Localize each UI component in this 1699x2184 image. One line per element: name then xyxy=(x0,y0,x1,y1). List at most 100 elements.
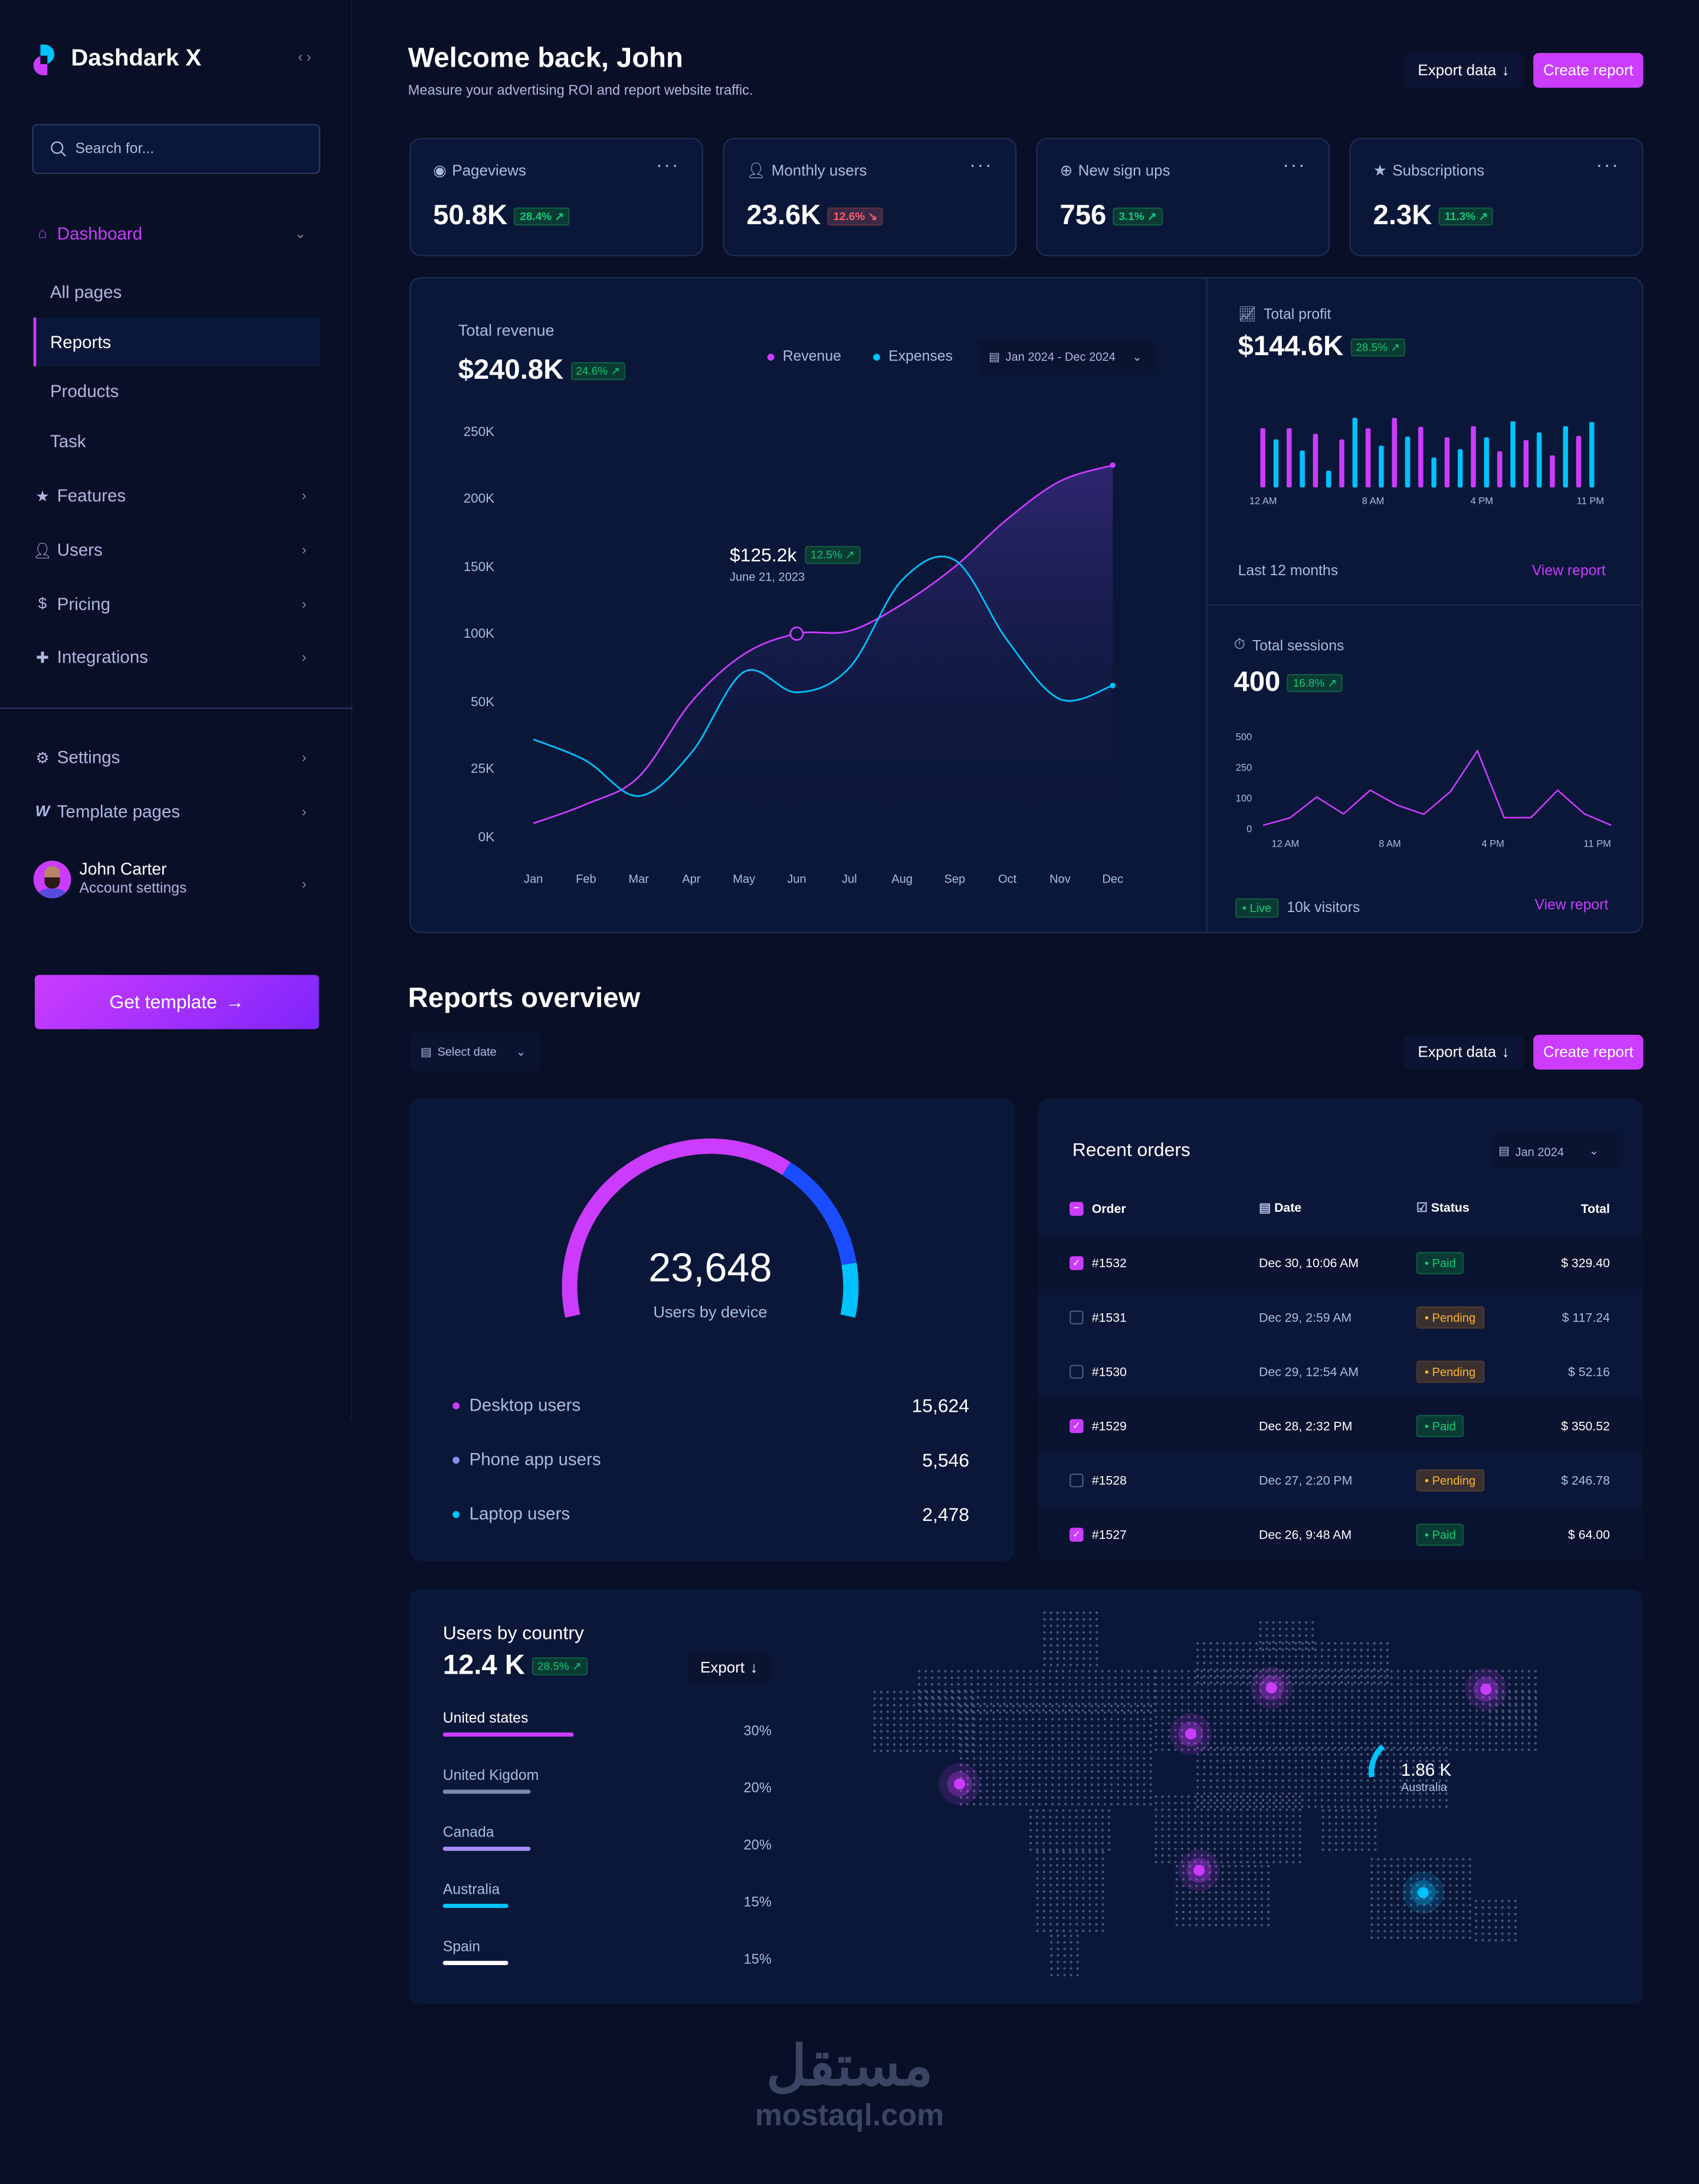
x-tick-label: 11 PM xyxy=(1583,838,1611,849)
map-dot xyxy=(1392,1766,1396,1769)
map-dot xyxy=(1442,1703,1445,1706)
map-dot xyxy=(1462,1722,1465,1725)
reports-create-button[interactable]: Create report xyxy=(1533,1034,1644,1070)
map-dot xyxy=(1248,1772,1252,1776)
sidebar-item-products[interactable]: Products xyxy=(34,366,320,415)
map-dot xyxy=(924,1696,927,1699)
map-dot xyxy=(1267,1897,1270,1900)
sidebar-item-integrations[interactable]: ✚ Integrations › xyxy=(34,634,320,681)
select-date-dropdown[interactable]: ▤ Select date ⌄ xyxy=(409,1032,540,1071)
sidebar-item-reports[interactable]: Reports xyxy=(33,317,320,366)
map-dot xyxy=(1327,1805,1330,1808)
get-template-button[interactable]: Get template → xyxy=(35,975,319,1029)
x-tick-label: 12 AM xyxy=(1249,496,1277,507)
search-input[interactable]: Search for... xyxy=(32,124,320,175)
profit-view-report-link[interactable]: View report xyxy=(1531,562,1606,580)
map-dot xyxy=(1003,1670,1006,1673)
map-dot xyxy=(1202,1897,1205,1900)
sidebar-item-users[interactable]: 👤︎ Users › xyxy=(33,526,320,573)
row-checkbox[interactable] xyxy=(1069,1473,1084,1487)
map-dot xyxy=(1337,1735,1341,1738)
map-dot xyxy=(1353,1746,1356,1749)
sessions-view-report-link[interactable]: View report xyxy=(1534,897,1609,914)
sidebar-item-template-pages[interactable]: W Template pages › xyxy=(34,788,320,835)
map-dot xyxy=(1268,1674,1271,1678)
row-checkbox[interactable] xyxy=(1069,1310,1084,1324)
more-options-icon[interactable]: ··· xyxy=(969,153,993,176)
map-dot xyxy=(957,1709,960,1712)
map-dot xyxy=(1213,1722,1216,1725)
map-dot xyxy=(1468,1890,1471,1894)
map-dot xyxy=(1239,1748,1242,1752)
map-dot xyxy=(1062,1916,1065,1919)
map-dot xyxy=(1130,1770,1133,1773)
more-options-icon[interactable]: ··· xyxy=(1283,153,1307,176)
countries-export-button[interactable]: Export ↓ xyxy=(688,1650,770,1685)
map-dot xyxy=(1259,1861,1262,1864)
user-profile[interactable]: John Carter Account settings › xyxy=(33,860,320,904)
map-dot xyxy=(1377,1917,1380,1920)
map-dot xyxy=(1154,1742,1157,1744)
chevron-right-icon: › xyxy=(301,596,307,612)
map-dot xyxy=(1003,1689,1006,1693)
map-dot xyxy=(1462,1877,1465,1880)
map-dot xyxy=(1206,1703,1210,1706)
map-dot xyxy=(966,1731,969,1734)
map-dot xyxy=(1180,1847,1183,1851)
y-tick-label: 50K xyxy=(471,694,494,709)
profit-bar xyxy=(1431,457,1436,488)
table-row[interactable]: ✓ #1527 Dec 26, 9:48 AM • Paid $ 64.00 xyxy=(1037,1507,1644,1562)
map-dot xyxy=(1174,1821,1177,1824)
table-row[interactable]: #1530 Dec 29, 12:54 AM • Pending $ 52.16 xyxy=(1037,1344,1644,1399)
sidebar-item-pricing[interactable]: $ Pricing › xyxy=(34,581,320,628)
table-row[interactable]: ✓ #1529 Dec 28, 2:32 PM • Paid $ 350.52 xyxy=(1037,1398,1644,1453)
table-row[interactable]: ✓ #1532 Dec 30, 10:06 AM • Paid $ 329.40 xyxy=(1037,1235,1644,1290)
row-checkbox[interactable]: ✓ xyxy=(1069,1418,1084,1432)
map-dot xyxy=(1252,1676,1255,1680)
row-checkbox[interactable] xyxy=(1069,1364,1084,1378)
map-dot xyxy=(999,1757,1002,1760)
map-dot xyxy=(1425,1786,1428,1789)
more-options-icon[interactable]: ··· xyxy=(655,153,680,176)
sidebar-item-dashboard[interactable]: ⌂ Dashboard ⌄ xyxy=(34,210,320,257)
sidebar-item-all-pages[interactable]: All pages xyxy=(34,267,320,316)
map-dot xyxy=(1056,1657,1059,1660)
export-data-button[interactable]: Export data ↓ xyxy=(1403,53,1524,88)
legend-label: Revenue xyxy=(782,348,841,365)
map-dot xyxy=(972,1776,976,1779)
sidebar-item-task[interactable]: Task xyxy=(34,417,320,465)
map-dot xyxy=(1370,1696,1373,1699)
sidebar-item-features[interactable]: ★ Features › xyxy=(34,472,320,519)
map-dot xyxy=(1495,1676,1498,1680)
reports-export-button[interactable]: Export data ↓ xyxy=(1403,1034,1524,1070)
map-dot xyxy=(1220,1748,1223,1752)
map-dot xyxy=(1057,1960,1060,1963)
map-dot xyxy=(1416,1871,1419,1874)
map-dot xyxy=(1206,1834,1210,1837)
map-dot xyxy=(1436,1729,1439,1732)
orders-month-dropdown[interactable]: ▤ Jan 2024 ⌄ xyxy=(1490,1133,1623,1169)
map-dot xyxy=(1311,1742,1314,1744)
chart-tooltip: $125.2k 12.5% ↗ June 21, 2023 xyxy=(730,545,861,583)
create-report-button[interactable]: Create report xyxy=(1533,53,1644,88)
table-row[interactable]: #1528 Dec 27, 2:20 PM • Pending $ 246.78 xyxy=(1037,1452,1644,1507)
sidebar-item-settings[interactable]: ⚙ Settings › xyxy=(34,734,320,781)
select-all-checkbox[interactable]: – xyxy=(1069,1201,1084,1215)
map-dot xyxy=(983,1689,986,1693)
map-dot xyxy=(1049,1897,1052,1900)
map-dot xyxy=(1252,1795,1255,1798)
more-options-icon[interactable]: ··· xyxy=(1596,153,1620,176)
map-dot xyxy=(1248,1786,1252,1789)
map-dot xyxy=(1268,1792,1271,1795)
code-brackets-icon[interactable]: ‹ › xyxy=(298,50,311,65)
row-checkbox[interactable]: ✓ xyxy=(1069,1255,1084,1270)
table-row[interactable]: #1531 Dec 29, 2:59 AM • Pending $ 117.24 xyxy=(1037,1289,1644,1344)
map-dot xyxy=(1042,1703,1045,1706)
stat-card-new-sign-ups: ⊕ New sign ups ··· 756 3.1% ↗ xyxy=(1036,137,1330,257)
map-dot xyxy=(1304,1621,1308,1624)
map-dot xyxy=(999,1717,1002,1721)
map-dot xyxy=(1203,1648,1206,1651)
map-dot xyxy=(1377,1709,1380,1712)
date-range-dropdown[interactable]: ▤ Jan 2024 - Dec 2024 ⌄ xyxy=(978,338,1154,375)
row-checkbox[interactable]: ✓ xyxy=(1069,1527,1084,1542)
